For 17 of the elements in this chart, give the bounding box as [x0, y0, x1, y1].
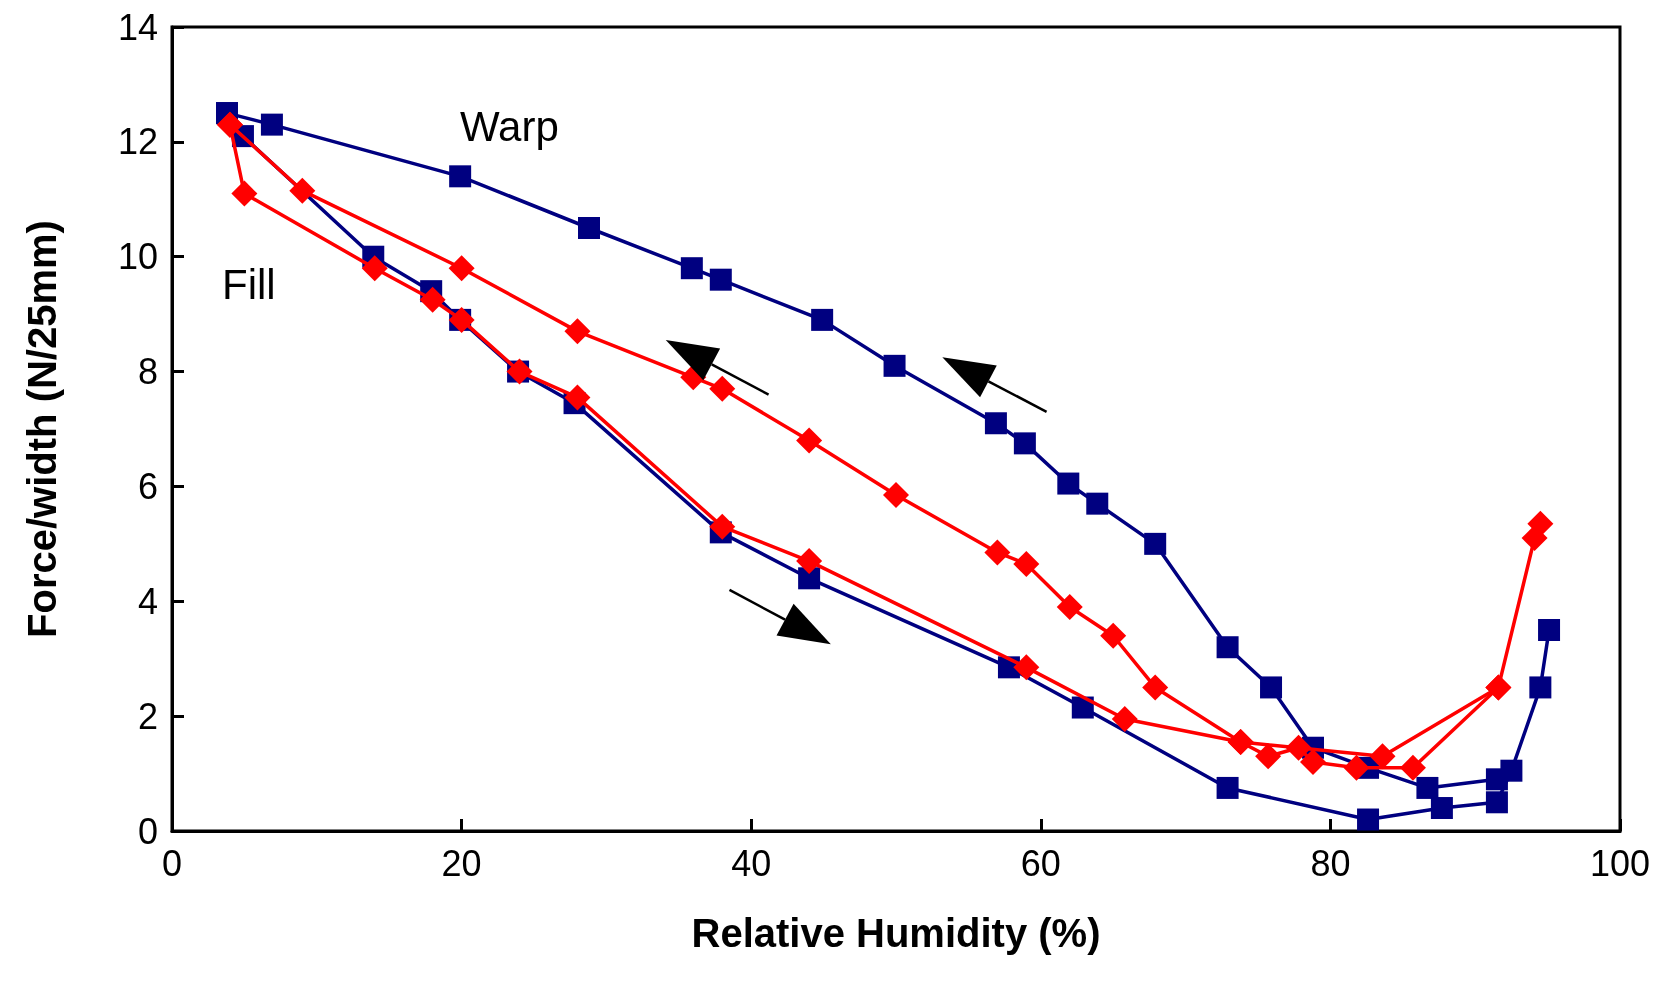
y-tick-label: 0 [137, 810, 158, 852]
x-tick-label: 20 [441, 842, 482, 884]
y-tick-label: 12 [117, 121, 158, 163]
y-tick-label: 6 [137, 465, 158, 507]
x-axis-title: Relative Humidity (%) [691, 911, 1101, 955]
annotation: Fill [222, 260, 276, 308]
y-tick-label: 2 [137, 695, 158, 737]
x-tick-label: 60 [1020, 842, 1061, 884]
x-tick-label: 40 [731, 842, 772, 884]
y-tick-label: 10 [117, 236, 158, 278]
x-tick-label: 100 [1589, 842, 1651, 884]
x-tick-label: 80 [1310, 842, 1351, 884]
y-tick-label: 8 [137, 351, 158, 393]
y-tick-label: 14 [117, 6, 158, 48]
y-axis-title: Force/width (N/25mm) [20, 220, 64, 638]
annotation: Warp [460, 102, 559, 150]
y-tick-label: 4 [137, 580, 158, 622]
